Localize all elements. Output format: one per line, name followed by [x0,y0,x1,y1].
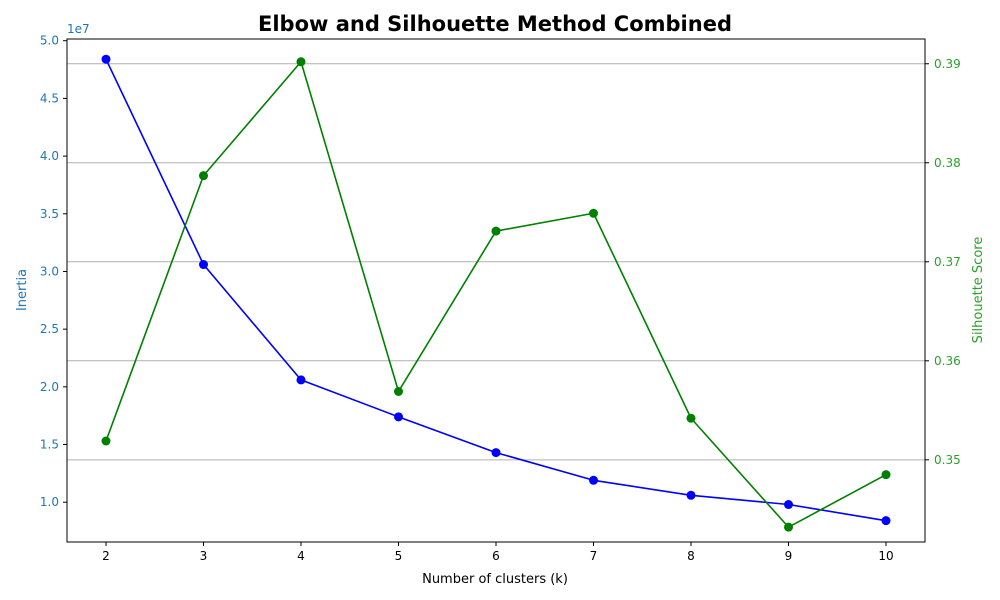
right-tick-label: 0.37 [934,255,961,269]
silhouette-point [199,171,208,181]
x-tick-label: 9 [785,549,793,563]
left-tick-label: 3.0 [40,264,59,278]
series-layer [101,54,891,532]
chart-title: Elbow and Silhouette Method Combined [258,12,732,36]
x-tick-label: 2 [102,549,110,563]
silhouette-point [881,470,891,480]
x-axis: 2 3 4 5 6 7 8 9 10 [102,542,894,563]
inertia-point [686,490,696,500]
right-tick-label: 0.36 [934,354,961,368]
right-tick-label: 0.35 [934,453,961,467]
silhouette-point [394,386,403,396]
x-tick-label: 7 [590,549,598,563]
inertia-point [199,260,208,270]
silhouette-point [686,413,696,423]
x-tick-label: 6 [492,549,500,563]
silhouette-series-line [105,60,887,528]
inertia-point [491,448,501,458]
right-tick-label: 0.38 [934,156,961,170]
left-y-axis: 1.0 1.5 2.0 2.5 3.0 3.5 4.0 4.5 5.0 [40,34,67,509]
x-tick-label: 4 [297,549,305,563]
inertia-point [881,516,891,526]
right-y-axis-label: Silhouette Score [971,237,986,344]
left-tick-label: 5.0 [40,34,59,48]
left-axis-offset-text: 1e7 [67,22,90,36]
inertia-point [784,500,793,510]
left-tick-label: 1.5 [40,438,59,452]
silhouette-point [784,522,793,532]
x-tick-label: 10 [878,549,893,563]
silhouette-point [491,226,501,236]
left-tick-label: 2.5 [40,322,59,336]
right-tick-label: 0.39 [934,57,961,71]
right-y-axis: 0.35 0.36 0.37 0.38 0.39 [925,57,961,467]
left-tick-label: 3.5 [40,207,59,221]
silhouette-point [296,57,306,67]
left-y-axis-label: Inertia [15,269,30,311]
silhouette-point [101,436,111,446]
inertia-point [589,475,598,485]
silhouette-point [589,208,598,218]
x-tick-label: 3 [200,549,208,563]
plot-frame [66,38,926,543]
grid-layer [67,63,925,461]
left-tick-label: 4.0 [40,149,59,163]
left-tick-label: 4.5 [40,91,59,105]
left-tick-label: 1.0 [40,495,59,509]
x-axis-label: Number of clusters (k) [422,572,568,587]
inertia-point [296,375,306,385]
x-tick-label: 8 [687,549,695,563]
inertia-point [394,412,403,422]
left-tick-label: 2.0 [40,380,59,394]
x-tick-label: 5 [395,549,403,563]
inertia-point [101,54,111,64]
